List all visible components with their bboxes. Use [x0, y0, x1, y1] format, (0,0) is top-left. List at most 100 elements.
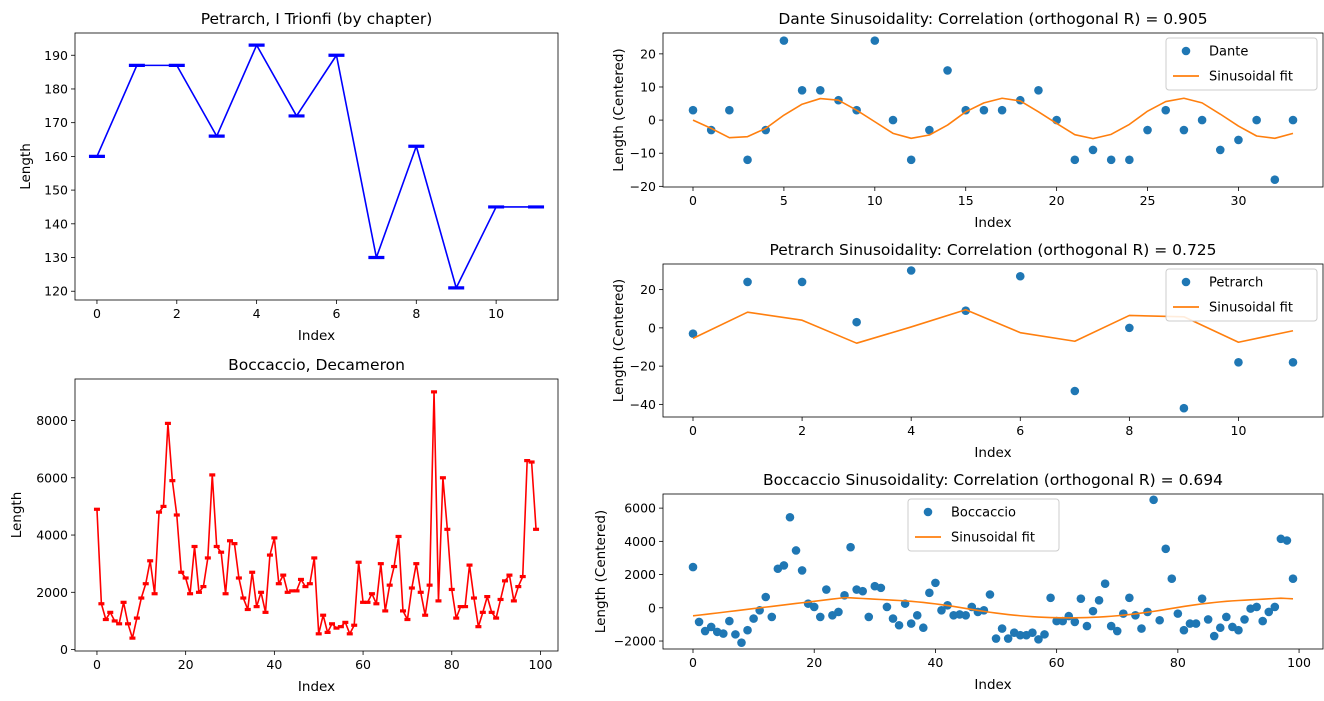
data-point: [894, 620, 904, 630]
data-point: [931, 578, 940, 588]
data-point: [991, 634, 1001, 643]
data-point: [1161, 544, 1171, 554]
data-point: [912, 610, 922, 620]
data-point: [1106, 155, 1116, 165]
data-point: [1076, 594, 1086, 603]
data-point: [1149, 495, 1158, 505]
x-tick-label: 0: [93, 306, 101, 321]
legend: Petrarch Sinusoidal fit: [1165, 268, 1318, 322]
data-point: [822, 585, 831, 594]
chart-title: Petrarch, I Trionfi (by chapter): [201, 10, 433, 28]
data-point: [725, 616, 734, 626]
data-point: [834, 607, 843, 617]
data-point: [961, 306, 971, 315]
data-point: [815, 85, 825, 95]
data-point: [1288, 574, 1298, 584]
x-tick-label: 10: [867, 193, 883, 208]
axes-frame: [74, 378, 559, 652]
x-axis-label: Index: [974, 677, 1011, 693]
y-tick-label: −40: [630, 397, 656, 412]
data-point: [919, 623, 928, 633]
data-point: [1264, 607, 1274, 617]
data-point: [1270, 175, 1280, 185]
y-axis-label: Length (Centered): [593, 510, 609, 633]
data-point: [1258, 616, 1267, 626]
y-tick-label: 0: [648, 600, 656, 615]
legend-label: Sinusoidal fit: [1209, 70, 1293, 85]
y-tick-label: 20: [640, 46, 656, 61]
data-point: [1179, 403, 1189, 413]
data-point: [1222, 612, 1231, 622]
data-point: [1234, 625, 1243, 635]
data-point: [1125, 323, 1134, 333]
data-point: [1137, 624, 1146, 633]
legend-marker: [923, 507, 933, 517]
data-point: [906, 155, 916, 165]
data-point: [797, 277, 807, 287]
data-point: [688, 329, 698, 338]
x-tick-label: 0: [689, 423, 697, 438]
y-tick-label: 0: [60, 642, 68, 657]
y-tick-label: 4000: [36, 528, 68, 543]
data-point: [961, 610, 971, 620]
data-point: [1240, 615, 1249, 624]
data-point: [743, 625, 752, 635]
x-axis-label: Index: [974, 215, 1011, 231]
data-point: [925, 588, 934, 598]
data-point: [1003, 634, 1013, 643]
data-point: [1167, 574, 1177, 584]
data-point: [1209, 631, 1219, 641]
y-tick-label: 2000: [36, 585, 68, 600]
data-point: [1143, 125, 1152, 135]
data-point: [1215, 623, 1225, 633]
data-point: [1034, 635, 1043, 644]
x-tick-label: 0: [93, 657, 101, 672]
data-point: [700, 626, 710, 636]
x-tick-label: 8: [412, 306, 420, 321]
data-point: [937, 605, 946, 615]
chart-title: Dante Sinusoidality: Correlation (orthog…: [778, 10, 1207, 28]
data-point: [906, 619, 916, 628]
x-tick-label: 4: [907, 423, 915, 438]
chart-dante_sinusoidality: Dante Sinusoidality: Correlation (orthog…: [611, 10, 1324, 231]
y-tick-label: −2000: [614, 634, 656, 649]
chart-title: Boccaccio, Decameron: [228, 356, 405, 374]
x-axis-label: Index: [298, 328, 335, 344]
x-tick-label: 100: [529, 657, 553, 672]
data-point: [1179, 125, 1189, 135]
x-tick-label: 60: [355, 657, 371, 672]
data-point: [925, 125, 934, 135]
data-point: [1082, 621, 1092, 631]
axes-frame: [662, 32, 1324, 188]
data-point: [1282, 536, 1292, 545]
y-tick-label: 140: [44, 216, 68, 231]
y-tick-label: 6000: [36, 470, 68, 485]
data-point: [797, 85, 807, 95]
data-point: [767, 612, 777, 622]
data-point: [791, 546, 801, 555]
y-tick-label: 0: [648, 320, 656, 335]
y-tick-label: 190: [44, 48, 68, 63]
plot-area: [93, 390, 540, 640]
data-point: [1215, 145, 1225, 155]
data-point: [779, 561, 789, 570]
x-tick-label: 2: [798, 423, 806, 438]
data-point: [1288, 115, 1298, 125]
x-tick-label: 60: [1049, 655, 1065, 670]
data-point: [1203, 615, 1213, 624]
x-tick-label: 10: [488, 306, 504, 321]
x-tick-label: 5: [780, 193, 788, 208]
data-point: [888, 614, 898, 623]
axes-frame: [662, 263, 1324, 418]
y-tick-label: 170: [44, 115, 68, 130]
data-point: [1252, 602, 1261, 612]
data-point: [864, 612, 874, 622]
plot-area: [88, 43, 545, 290]
data-point: [785, 512, 795, 522]
data-point: [815, 612, 825, 622]
data-point: [906, 266, 916, 275]
data-point: [1094, 596, 1104, 605]
x-tick-label: 20: [178, 657, 194, 672]
x-tick-label: 4: [253, 306, 261, 321]
